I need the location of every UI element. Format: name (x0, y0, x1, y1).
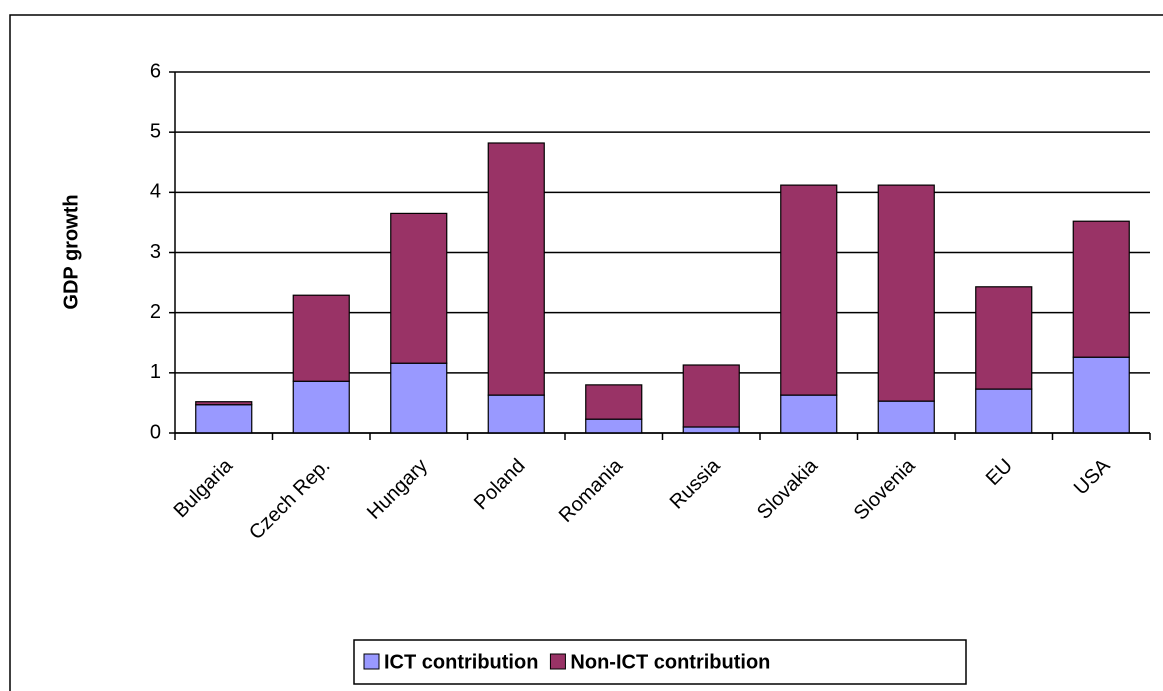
y-axis-label: GDP growth (60, 194, 82, 309)
bar-segment (292, 294, 350, 382)
legend-label: ICT contribution (384, 651, 538, 673)
y-tick-label: 4 (150, 181, 161, 203)
bar-segment (780, 184, 838, 396)
chart-border (9, 14, 1163, 691)
bar-segment (585, 418, 643, 434)
y-tick-label: 6 (150, 60, 161, 82)
bar-segment (1072, 220, 1130, 358)
bar-segment (1072, 356, 1130, 434)
legend-swatch (549, 653, 566, 670)
legend-box (353, 639, 967, 685)
bar-segment (682, 426, 740, 434)
bar-segment (780, 394, 838, 434)
y-tick-label: 0 (150, 421, 161, 443)
bar-segment (390, 362, 448, 434)
legend-label: Non-ICT contribution (570, 651, 770, 673)
bar-segment (975, 286, 1033, 390)
bar-segment (682, 364, 740, 428)
bar-segment (975, 388, 1033, 434)
bar-segment (487, 142, 545, 396)
legend-swatch (363, 653, 380, 670)
y-tick-label: 5 (150, 120, 161, 142)
bar-segment (195, 401, 253, 406)
bar-segment (292, 380, 350, 434)
bar-segment (585, 384, 643, 420)
bar-segment (487, 394, 545, 434)
bar-segment (390, 212, 448, 364)
y-tick-label: 1 (150, 361, 161, 383)
bar-segment (877, 400, 935, 434)
bar-segment (877, 184, 935, 402)
y-tick-label: 2 (150, 301, 161, 323)
bar-segment (195, 404, 253, 434)
y-tick-label: 3 (150, 241, 161, 263)
